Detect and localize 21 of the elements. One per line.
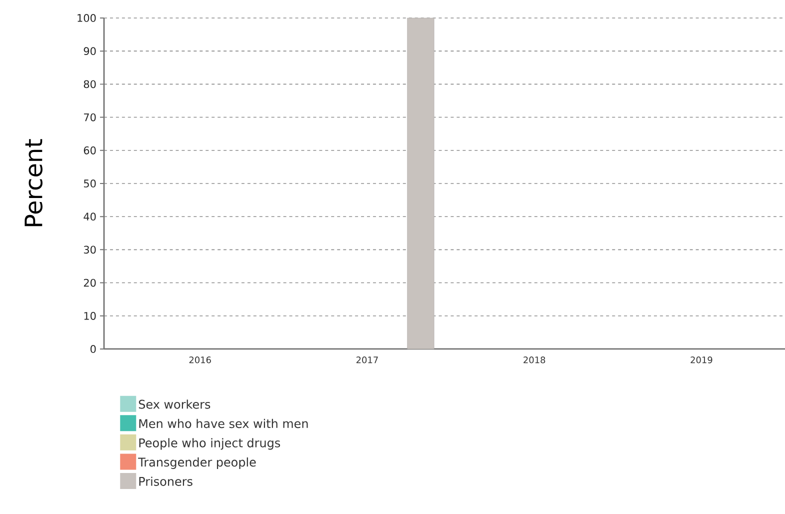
y-tick-label: 10 [84, 312, 96, 320]
y-tick-label: 80 [84, 80, 96, 88]
x-tick-label: 2017 [356, 356, 378, 364]
y-axis-title: Percent [24, 139, 42, 226]
legend-label: Men who have sex with men [139, 418, 308, 428]
y-tick-label: 40 [84, 212, 96, 221]
y-tick-label: 20 [84, 278, 96, 287]
y-tick-label: 100 [78, 14, 96, 22]
y-tick-label: 70 [84, 113, 96, 122]
y-tick-label: 0 [90, 345, 96, 353]
legend-label: Transgender people [138, 457, 256, 469]
y-tick-label: 30 [84, 246, 96, 254]
legend-label: Sex workers [138, 400, 210, 409]
x-tick-label: 2019 [690, 356, 712, 364]
legend-label: Prisoners [139, 476, 192, 486]
y-tick-label: 60 [84, 146, 96, 154]
legend-label: People who inject drugs [139, 438, 280, 450]
x-tick-label: 2016 [189, 356, 211, 364]
y-tick-label: 50 [84, 180, 96, 188]
y-tick-label: 90 [84, 47, 96, 56]
x-tick-label: 2018 [524, 356, 546, 364]
